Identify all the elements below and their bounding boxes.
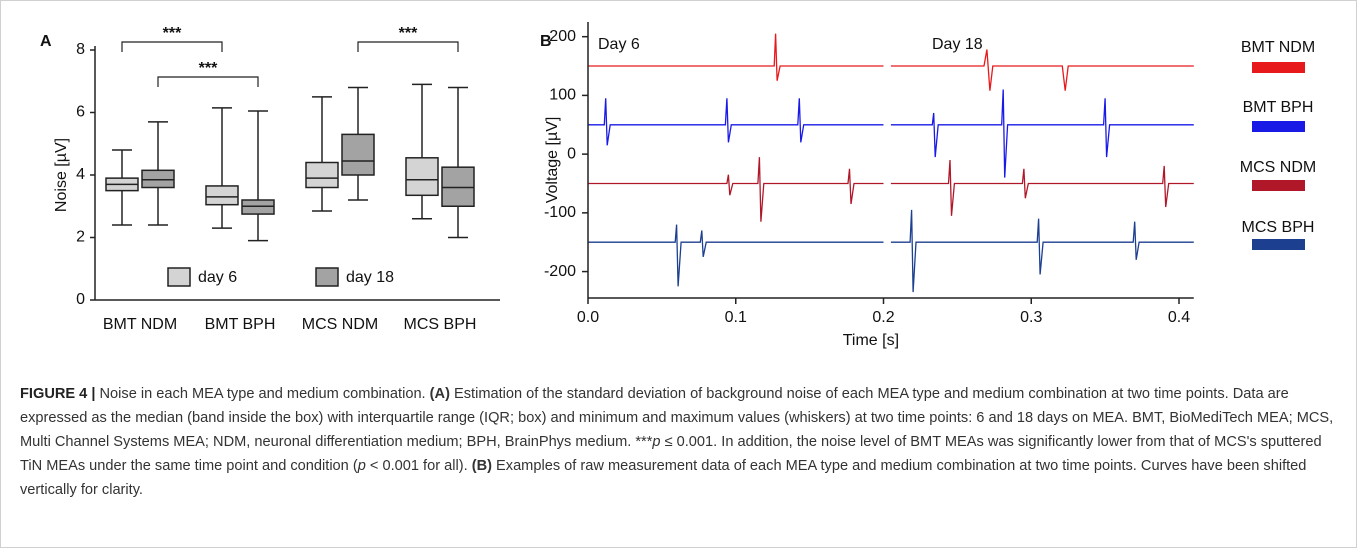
caption-text: < 0.001 for all).	[365, 458, 472, 474]
box	[405, 157, 439, 197]
significance-bracket	[357, 41, 459, 52]
legend-label: MCS NDM	[1240, 159, 1316, 176]
x-tick-label: 0.4	[1168, 309, 1190, 326]
x-tick-label: MCS BPH	[404, 316, 477, 333]
y-tick-label: 100	[549, 87, 576, 104]
y-tick-label: 2	[76, 229, 85, 246]
significance-label: ***	[163, 25, 182, 42]
caption-text: Estimation of the standard deviation of …	[20, 386, 1334, 450]
box	[341, 133, 375, 176]
trace	[588, 89, 1194, 178]
x-tick-label: 0.2	[872, 309, 894, 326]
box	[205, 185, 239, 206]
caption-text: Noise in each MEA type and medium combin…	[99, 386, 430, 402]
caption-text: ≤ 0.001. In addition, the noise level of…	[20, 434, 1322, 474]
y-axis-label: Noise [µV]	[53, 138, 70, 212]
legend-swatch	[167, 267, 191, 287]
legend-label: BMT NDM	[1241, 39, 1315, 56]
x-tick-label: 0.1	[725, 309, 747, 326]
x-tick-label: 0.3	[1020, 309, 1042, 326]
legend-label: BMT BPH	[1243, 99, 1314, 116]
y-tick-label: 8	[76, 41, 85, 58]
trace	[588, 33, 1194, 91]
box	[241, 199, 275, 215]
y-tick-label: 0	[567, 145, 576, 162]
y-tick-label: 4	[76, 166, 85, 183]
legend-swatch	[1252, 239, 1305, 250]
significance-bracket	[157, 76, 259, 87]
caption: FIGURE 4 | Noise in each MEA type and me…	[20, 382, 1338, 502]
y-tick-label: -200	[544, 263, 576, 280]
box	[141, 169, 175, 189]
legend-swatch	[315, 267, 339, 287]
caption-text: p	[357, 458, 366, 474]
legend-swatch	[1252, 62, 1305, 73]
panel-label: A	[40, 33, 52, 50]
x-tick-label: 0.0	[577, 309, 599, 326]
figure: A 0 2 4 6 8 Noise [µV] BMT NDM BMT BPH MCS NDM MCS…	[40, 22, 1316, 349]
trace	[588, 157, 1194, 222]
panel-label: B	[540, 33, 552, 50]
box	[441, 166, 475, 207]
x-tick-label: MCS NDM	[302, 316, 378, 333]
period-label: Day 6	[598, 36, 640, 53]
caption-text: (B)	[471, 458, 492, 474]
period-label: Day 18	[932, 36, 983, 53]
caption-text: Examples of raw measurement data of each…	[20, 458, 1307, 498]
legend-swatch	[1252, 121, 1305, 132]
significance-bracket	[121, 41, 223, 52]
x-tick-label: BMT BPH	[205, 316, 276, 333]
legend-label: day 6	[198, 269, 237, 286]
y-tick-label: -100	[544, 204, 576, 221]
y-tick-label: 0	[76, 291, 85, 308]
y-tick-label: 6	[76, 104, 85, 121]
y-axis-label: Voltage [µV]	[544, 117, 561, 204]
box	[305, 161, 339, 189]
caption-label: FIGURE 4 |	[20, 386, 96, 402]
y-tick-label: 200	[549, 28, 576, 45]
x-tick-label: BMT NDM	[103, 316, 177, 333]
x-axis-label: Time [s]	[843, 332, 899, 349]
legend-label: day 18	[346, 269, 394, 286]
legend-swatch	[1252, 180, 1305, 191]
legend-label: MCS BPH	[1242, 219, 1315, 236]
trace	[588, 209, 1194, 293]
significance-label: ***	[399, 25, 418, 42]
significance-label: ***	[199, 60, 218, 77]
caption-text: (A)	[429, 386, 450, 402]
caption-text: p	[652, 434, 661, 450]
